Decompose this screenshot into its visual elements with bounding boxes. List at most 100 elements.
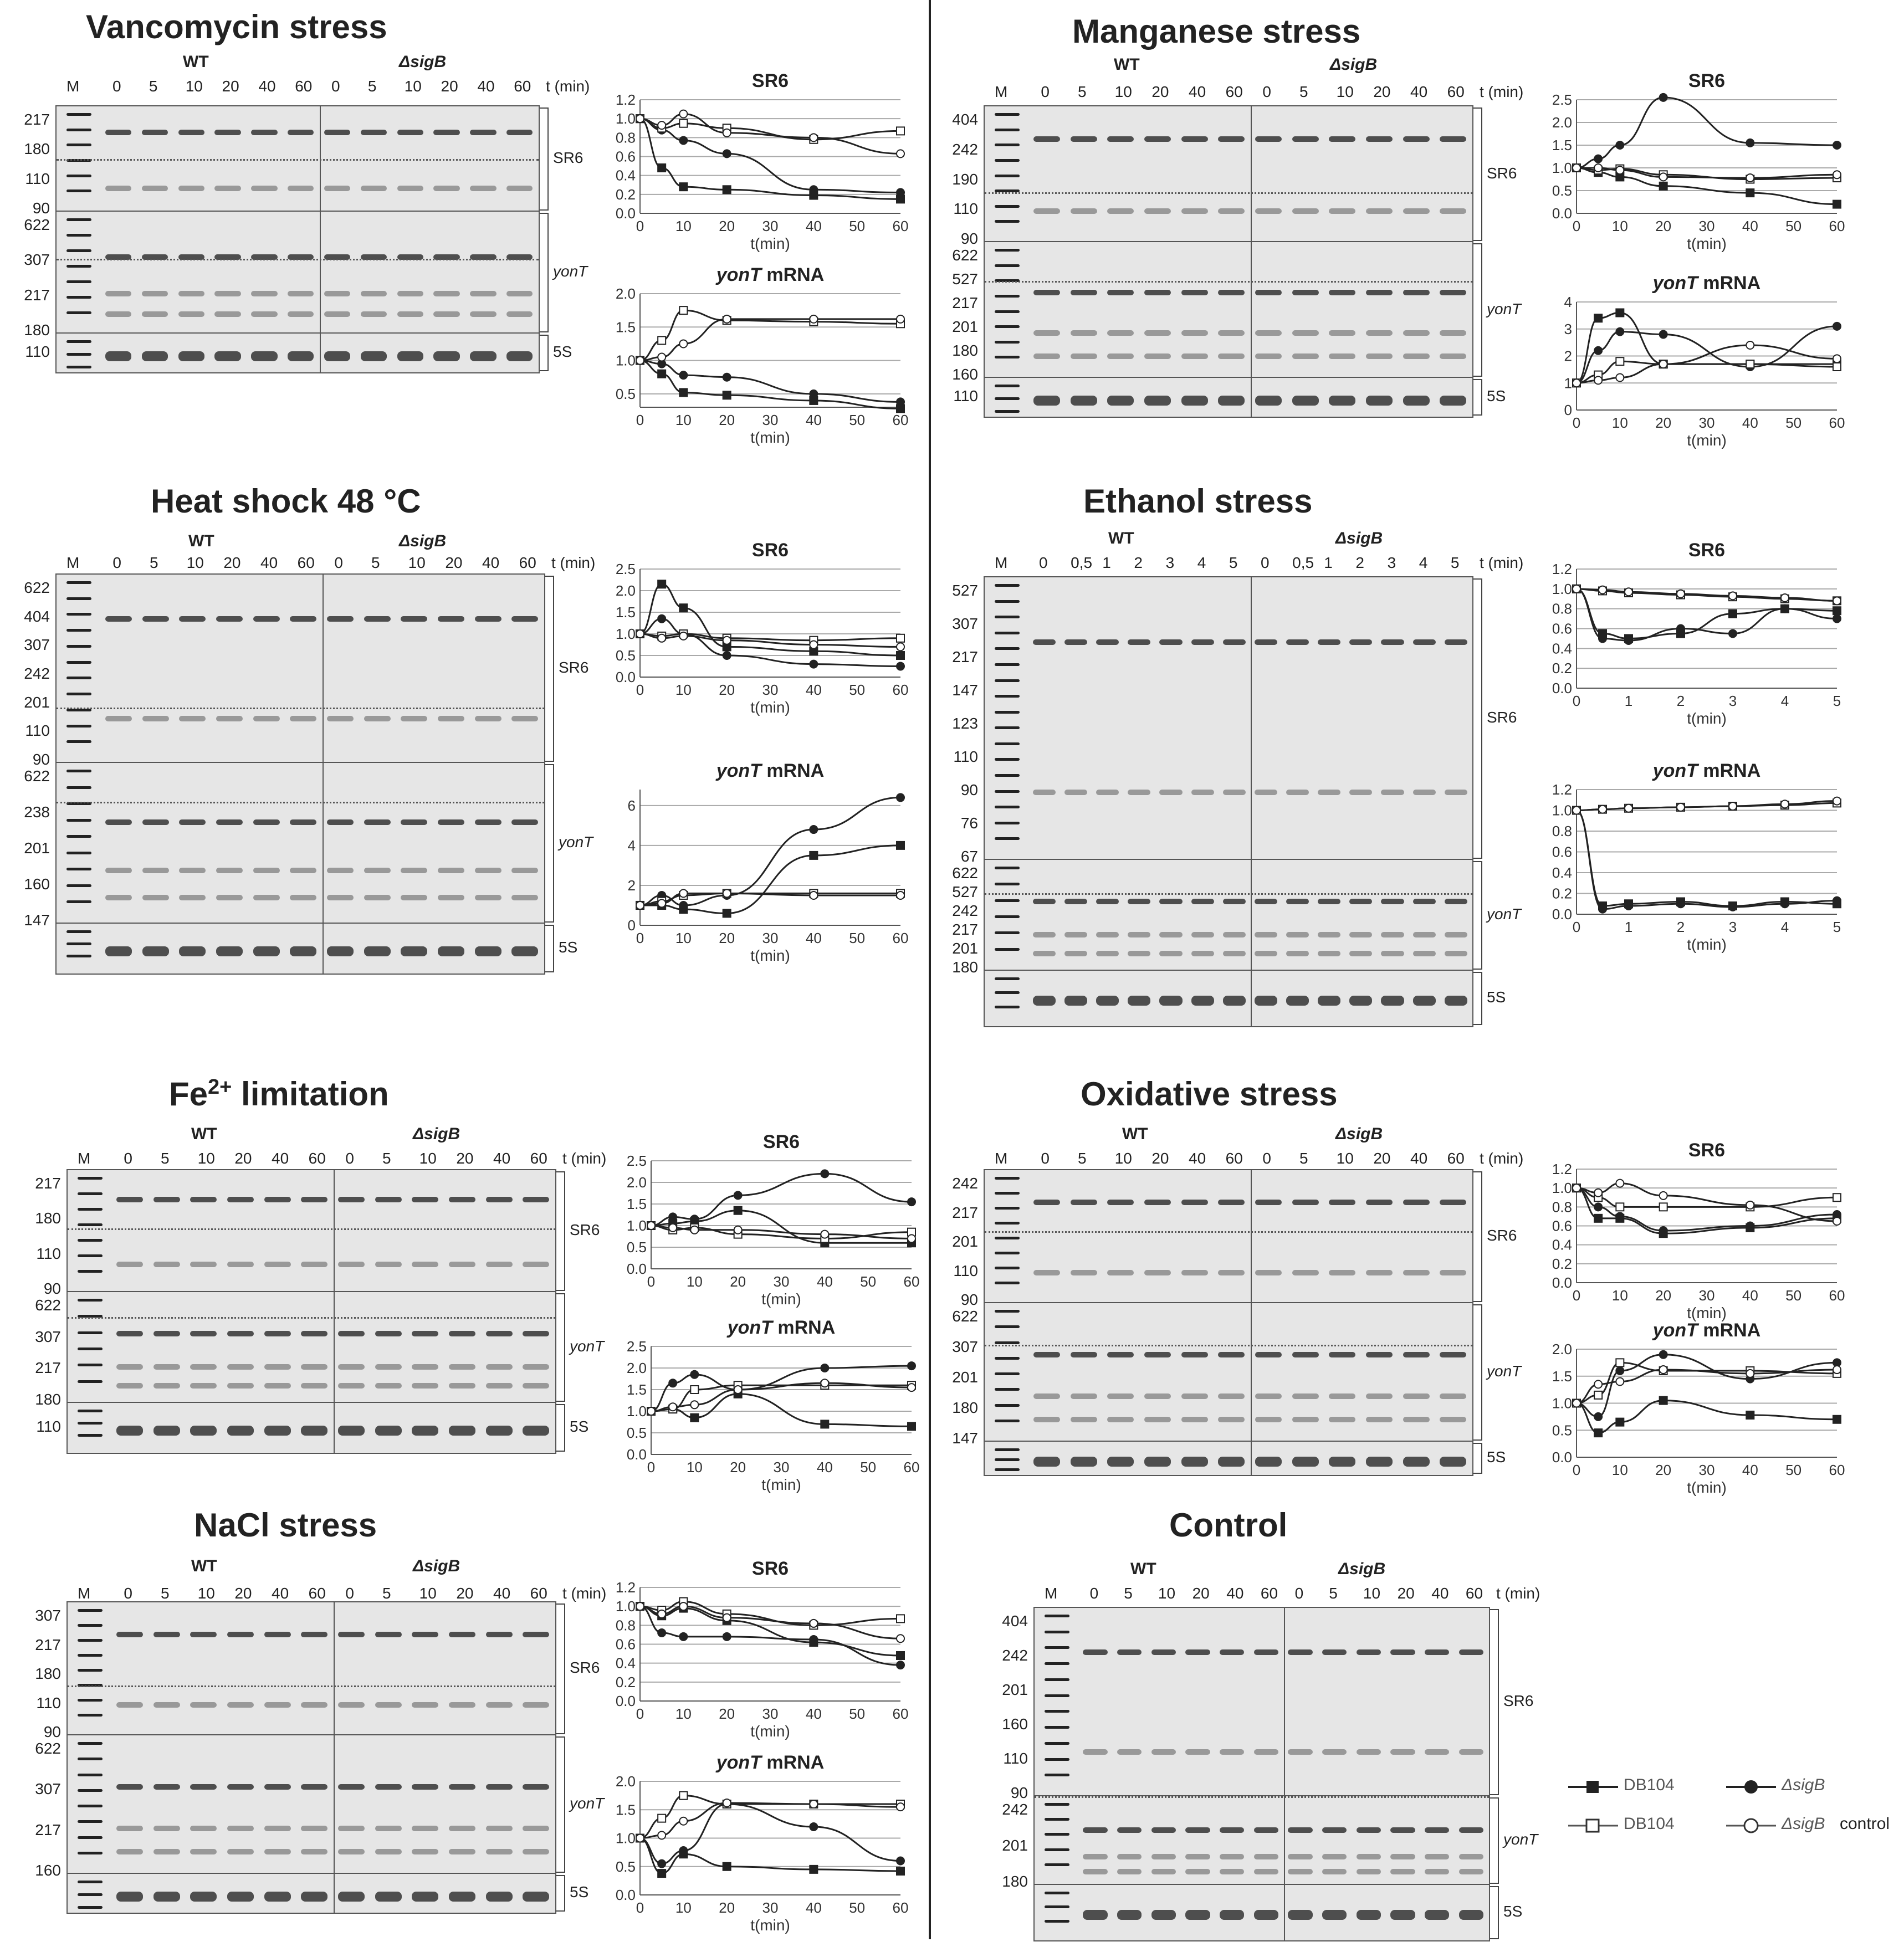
mw-eth-yont-2: 242 bbox=[952, 902, 978, 919]
gel-band bbox=[301, 1197, 328, 1203]
brace-vanc-sr6 bbox=[540, 107, 549, 211]
x-tick-label: 10 bbox=[675, 682, 692, 698]
mw-fe-yont-3: 180 bbox=[35, 1391, 61, 1408]
y-tick-label: 1.2 bbox=[1552, 1161, 1572, 1177]
gel-band bbox=[1144, 330, 1171, 336]
gel-band bbox=[1329, 330, 1356, 336]
series-line bbox=[639, 318, 900, 362]
mw-oxi-sr6-2: 201 bbox=[952, 1233, 978, 1250]
gel-band bbox=[1329, 1417, 1356, 1422]
gel-band bbox=[1222, 899, 1246, 904]
gel-band bbox=[360, 129, 387, 135]
ladder-band bbox=[995, 742, 1020, 745]
gel-band bbox=[179, 894, 206, 900]
ladder-band bbox=[1045, 1863, 1069, 1866]
x-tick-label: 30 bbox=[762, 412, 779, 428]
gel-band bbox=[360, 254, 387, 260]
y-tick-label: 2.0 bbox=[627, 1174, 647, 1191]
x-tick-label: 5 bbox=[1833, 919, 1841, 935]
gel-band bbox=[1403, 1199, 1430, 1205]
gel-band bbox=[153, 1364, 180, 1370]
gel-band bbox=[264, 1383, 291, 1389]
gel-band bbox=[227, 1331, 254, 1336]
chart-title: yonT mRNA bbox=[1652, 1320, 1761, 1341]
mw-mang-sr6-1: 242 bbox=[952, 140, 978, 158]
gel-band bbox=[190, 1784, 217, 1790]
lane-wt-ctrl-2: 10 bbox=[1158, 1585, 1176, 1602]
data-point bbox=[820, 1379, 830, 1388]
panel-title-control: Control bbox=[1169, 1507, 1288, 1544]
ladder-band bbox=[1045, 1615, 1069, 1617]
data-point bbox=[647, 1221, 656, 1230]
gel-band bbox=[1107, 330, 1134, 336]
gel-band bbox=[1381, 789, 1404, 795]
gel-band bbox=[1255, 330, 1282, 336]
gel-band bbox=[1117, 1854, 1142, 1859]
y-tick-label: 1.0 bbox=[627, 1403, 647, 1420]
gel-band bbox=[327, 819, 354, 825]
data-point bbox=[896, 651, 905, 660]
label-nacl-sr6: SR6 bbox=[570, 1659, 600, 1676]
gel-band bbox=[1181, 1351, 1208, 1357]
gel-band bbox=[1286, 951, 1309, 956]
gel-band bbox=[523, 1891, 550, 1902]
gel-band bbox=[253, 716, 280, 721]
gel-band bbox=[1412, 899, 1436, 904]
gel-band bbox=[338, 1425, 365, 1436]
lane-sigb-fe-4: 40 bbox=[493, 1150, 511, 1167]
gel-band bbox=[449, 1825, 475, 1831]
data-point bbox=[1615, 1179, 1625, 1188]
lane-sigb-ctrl-0: 0 bbox=[1294, 1585, 1304, 1602]
lane-divider bbox=[1251, 971, 1252, 1026]
data-point bbox=[1572, 378, 1581, 388]
data-point bbox=[722, 1798, 731, 1807]
gel-band bbox=[1181, 1457, 1208, 1467]
gel-band bbox=[142, 819, 169, 825]
ladder-band bbox=[66, 340, 91, 343]
gel-band bbox=[179, 819, 206, 825]
data-point bbox=[1615, 357, 1625, 366]
gel-band bbox=[290, 616, 317, 622]
ladder-band bbox=[78, 1805, 103, 1807]
gel-band bbox=[153, 1784, 180, 1790]
lane-divider bbox=[1251, 1442, 1252, 1475]
ladder-band bbox=[995, 174, 1020, 177]
gel-band bbox=[1440, 1199, 1467, 1205]
gel-band bbox=[360, 311, 387, 317]
gel-band bbox=[1107, 1351, 1134, 1357]
ladder-band bbox=[995, 294, 1020, 298]
lane-M-mang: M bbox=[995, 83, 1008, 100]
gel-band bbox=[1403, 1417, 1430, 1422]
gel-band bbox=[412, 1784, 439, 1790]
ladder-band bbox=[66, 786, 91, 789]
chart-title: yonT mRNA bbox=[1652, 760, 1761, 781]
mw-mang-yont-4: 180 bbox=[952, 342, 978, 359]
data-point bbox=[896, 793, 905, 802]
data-point bbox=[907, 1234, 916, 1243]
x-tick-label: 10 bbox=[675, 1705, 692, 1722]
gel-band bbox=[1151, 1827, 1176, 1833]
data-point bbox=[1659, 181, 1668, 191]
gel-band bbox=[264, 1331, 291, 1336]
y-tick-label: 0.8 bbox=[1552, 601, 1572, 617]
x-axis-label: t(min) bbox=[1687, 235, 1727, 252]
tmin-heat: t (min) bbox=[551, 554, 596, 571]
gel-band bbox=[153, 1702, 180, 1708]
series-line bbox=[1576, 1400, 1838, 1434]
wt-label-nacl: WT bbox=[191, 1557, 217, 1575]
ladder-band bbox=[66, 930, 91, 933]
data-point bbox=[733, 1385, 743, 1394]
x-tick-label: 30 bbox=[1699, 1287, 1715, 1304]
chart-title: SR6 bbox=[1688, 70, 1725, 91]
gel-band bbox=[470, 291, 497, 296]
ladder-band bbox=[995, 883, 1020, 886]
gel-heat-s5 bbox=[55, 923, 545, 975]
lane-wt-ctrl-4: 40 bbox=[1226, 1585, 1244, 1602]
gel-band bbox=[1356, 1649, 1381, 1655]
x-tick-label: 40 bbox=[806, 218, 822, 234]
y-tick-label: 0.0 bbox=[627, 1261, 647, 1277]
gel-band bbox=[1218, 353, 1245, 359]
mw-fe-yont-1: 307 bbox=[35, 1328, 61, 1345]
lane-divider bbox=[334, 1403, 335, 1453]
brace-mang-sr6 bbox=[1473, 107, 1482, 241]
